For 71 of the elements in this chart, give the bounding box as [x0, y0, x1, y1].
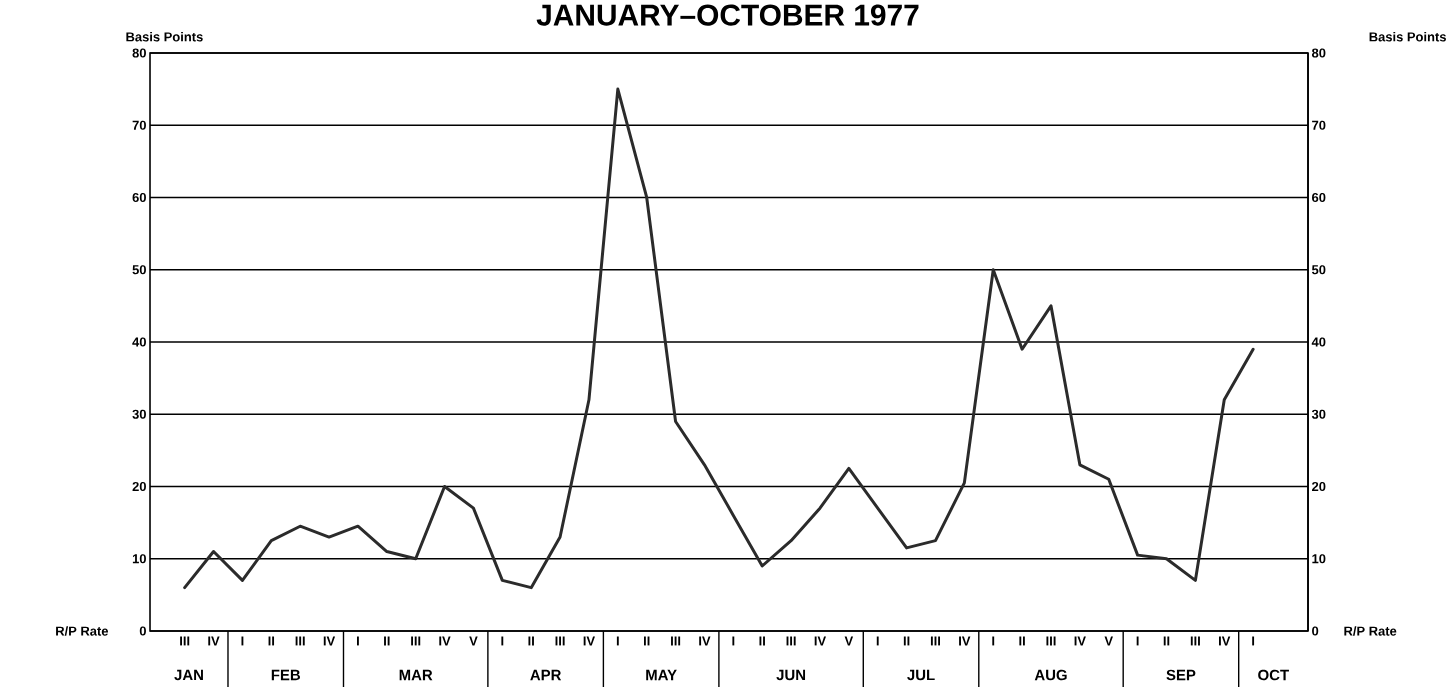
x-tick-label: I: [1252, 636, 1255, 646]
text: OCT: [1258, 669, 1289, 681]
y-tick-label: 80: [132, 48, 146, 58]
x-tick-label: II: [759, 636, 765, 646]
text: JUL: [907, 669, 935, 681]
y-tick-label: 0: [139, 626, 146, 636]
text: FEB: [271, 669, 300, 681]
x-tick-label: I: [616, 636, 619, 646]
x-tick-label: II: [1019, 636, 1025, 646]
text: JAN: [174, 669, 203, 681]
y2-axis-title: Basis Points: [1369, 31, 1446, 42]
y-tick-label: 50: [132, 265, 146, 275]
y-axis-title: Basis Points: [126, 31, 203, 42]
y-tick-label: 10: [132, 554, 146, 564]
text: AUG: [1034, 669, 1067, 681]
x-tick-label: I: [732, 636, 735, 646]
y-tick-label: 60: [132, 192, 146, 203]
y2-tick-label: 10: [1312, 554, 1326, 564]
text: MAY: [646, 669, 677, 681]
y2-tick-label: 50: [1311, 265, 1326, 275]
x-tick-label: I: [241, 636, 244, 646]
x-tick-label: II: [528, 636, 534, 646]
x-tick-label: I: [992, 636, 995, 646]
x-tick-label: III: [1190, 636, 1200, 646]
text: MAR: [399, 669, 433, 681]
x-tick-label: IV: [208, 636, 220, 646]
y2-tick-label: 0: [1312, 626, 1319, 636]
x-tick-label: II: [1163, 636, 1170, 646]
x-tick-label: V: [469, 636, 478, 646]
text: R/P Rate: [56, 626, 109, 636]
y2-tick-label: 30: [1311, 409, 1326, 419]
x-tick-label: V: [1104, 636, 1113, 646]
x-tick-label: V: [844, 636, 854, 646]
y2-tick-label: 80: [1311, 48, 1326, 58]
text: APR: [530, 669, 562, 681]
text: R/P Rate: [1344, 626, 1397, 636]
x-tick-label: III: [411, 636, 421, 646]
x-tick-label: II: [903, 636, 910, 646]
y-tick-label: 30: [132, 409, 146, 419]
x-tick-label: IV: [1219, 636, 1231, 646]
text: JUN: [776, 669, 806, 681]
x-tick-label: II: [268, 636, 275, 646]
x-tick-label: IV: [439, 636, 451, 646]
x-tick-label: III: [930, 636, 941, 646]
y-tick-label: 40: [132, 337, 146, 347]
x-tick-label: IV: [583, 636, 595, 646]
x-tick-label: IV: [959, 636, 971, 646]
x-tick-label: III: [786, 636, 796, 646]
x-tick-label: III: [180, 636, 190, 646]
x-tick-label: IV: [814, 636, 826, 646]
chart-title: JANUARY–OCTOBER 1977: [536, 4, 919, 26]
x-tick-label: III: [1046, 636, 1056, 646]
x-tick-label: III: [671, 636, 681, 646]
x-tick-label: IV: [323, 636, 336, 646]
text: SEP: [1166, 669, 1196, 681]
x-tick-label: III: [295, 636, 305, 646]
y2-tick-label: 20: [1312, 481, 1326, 492]
x-tick-label: I: [356, 636, 359, 646]
x-tick-label: I: [876, 636, 879, 646]
y-tick-label: 70: [132, 120, 146, 130]
x-tick-label: IV: [1074, 636, 1086, 646]
x-tick-label: I: [501, 636, 504, 646]
x-tick-label: IV: [699, 636, 711, 646]
y-tick-label: 20: [132, 481, 146, 492]
y2-tick-label: 70: [1312, 120, 1326, 130]
x-tick-label: I: [1136, 636, 1139, 646]
y2-tick-label: 60: [1312, 192, 1326, 203]
x-tick-label: II: [643, 636, 650, 646]
y2-tick-label: 40: [1311, 337, 1326, 347]
x-tick-label: II: [384, 636, 390, 646]
x-tick-label: III: [555, 636, 565, 646]
